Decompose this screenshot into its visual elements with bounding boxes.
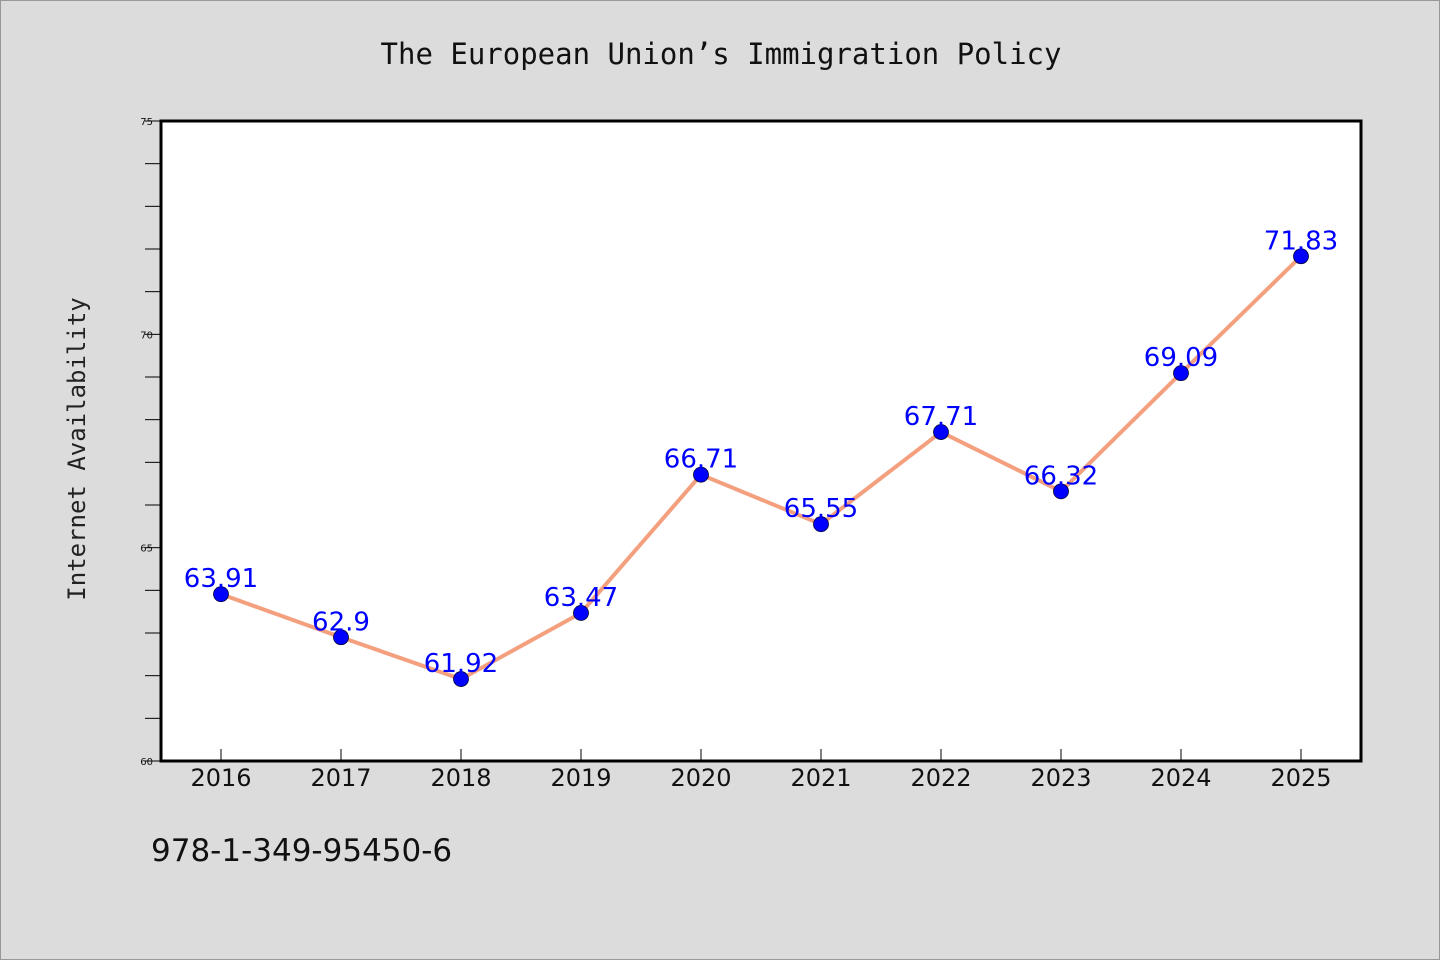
x-tick-label: 2021 bbox=[790, 764, 851, 792]
data-point bbox=[1173, 365, 1189, 382]
data-label: 66.71 bbox=[664, 445, 738, 475]
data-label: 63.47 bbox=[544, 583, 618, 613]
data-point bbox=[933, 424, 949, 440]
data-point bbox=[693, 466, 709, 483]
data-point bbox=[213, 586, 229, 603]
x-tick-label: 2022 bbox=[910, 764, 971, 792]
plot-area bbox=[159, 119, 1363, 763]
data-point bbox=[333, 629, 349, 646]
data-point bbox=[453, 671, 469, 687]
x-tick-label: 2025 bbox=[1270, 764, 1331, 792]
data-point bbox=[573, 605, 589, 621]
chart-title: The European Union’s Immigration Policy bbox=[380, 37, 1062, 71]
y-tick-label: 60 bbox=[140, 757, 153, 768]
x-tick-label: 2020 bbox=[670, 764, 731, 792]
y-tick-label: 70 bbox=[140, 330, 153, 341]
data-label: 69.09 bbox=[1144, 343, 1218, 373]
y-tick-label: 65 bbox=[140, 544, 153, 555]
data-label: 66.32 bbox=[1024, 461, 1098, 491]
data-point bbox=[813, 516, 829, 533]
x-tick-label: 2017 bbox=[310, 764, 371, 792]
data-label: 65.55 bbox=[784, 494, 858, 524]
data-point bbox=[1053, 483, 1069, 500]
data-label: 71.83 bbox=[1264, 226, 1338, 256]
footer-code: 978-1-349-95450-6 bbox=[151, 833, 453, 869]
data-label: 63.91 bbox=[184, 564, 258, 594]
y-tick-label: 75 bbox=[140, 117, 153, 128]
data-label: 62.9 bbox=[312, 607, 370, 637]
x-tick-label: 2023 bbox=[1030, 764, 1091, 792]
series-line bbox=[219, 254, 1303, 682]
data-label: 67.71 bbox=[904, 402, 978, 432]
x-tick-label: 2019 bbox=[550, 764, 611, 792]
x-tick-label: 2024 bbox=[1150, 764, 1211, 792]
data-point bbox=[1293, 248, 1309, 265]
x-tick-label: 2018 bbox=[430, 764, 491, 792]
x-tick-label: 2016 bbox=[190, 764, 251, 792]
data-label: 61.92 bbox=[424, 649, 498, 679]
